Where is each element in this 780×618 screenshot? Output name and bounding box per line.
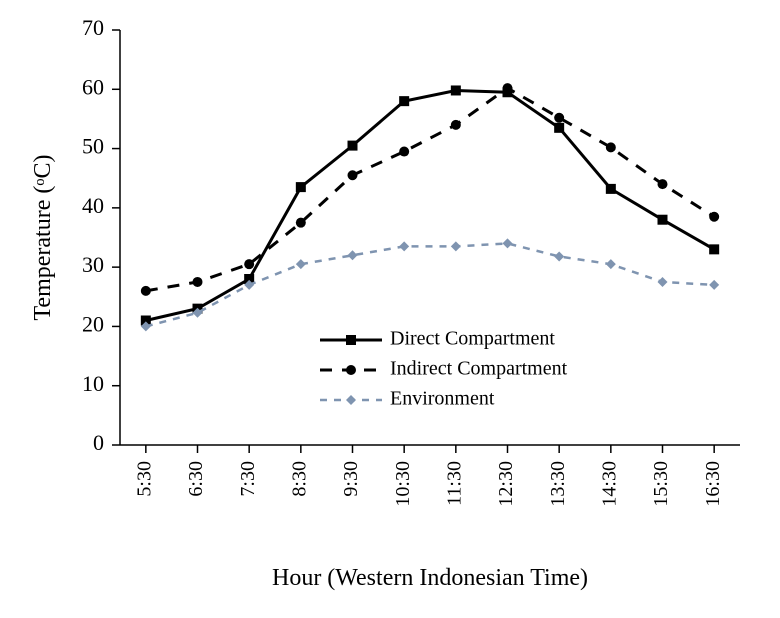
x-tick-label: 14:30: [598, 461, 620, 507]
y-tick-label: 30: [82, 252, 104, 277]
temperature-chart: 0 10 20 30 40 50 60 70 5:30 6:30 7:30 8:30 9:30 10:30…: [0, 0, 780, 618]
series-marker: [554, 113, 564, 123]
x-tick-label: 13:30: [547, 461, 569, 507]
y-tick-label: 0: [93, 430, 104, 455]
series-marker: [296, 182, 306, 192]
series-marker: [348, 141, 358, 151]
legend-label: Indirect Compartment: [390, 358, 568, 380]
series-marker: [709, 244, 719, 254]
series-marker: [658, 215, 668, 225]
series-marker: [244, 259, 254, 269]
series-marker: [296, 218, 306, 228]
series-marker: [451, 120, 461, 130]
y-tick-label: 20: [82, 311, 104, 336]
series-marker: [451, 85, 461, 95]
x-tick-label: 16:30: [702, 461, 724, 507]
series-marker: [399, 147, 409, 157]
y-tick-label: 40: [82, 193, 104, 218]
series-marker: [399, 96, 409, 106]
series-marker: [554, 123, 564, 133]
series-marker: [606, 142, 616, 152]
legend-label: Environment: [390, 388, 495, 410]
x-tick-label: 11:30: [443, 461, 465, 506]
y-tick-label: 10: [82, 371, 104, 396]
x-tick-label: 10:30: [392, 461, 414, 507]
x-axis-title: Hour (Western Indonesian Time): [272, 565, 588, 591]
x-tick-label: 7:30: [237, 461, 259, 497]
legend-marker: [346, 335, 356, 345]
x-tick-label: 12:30: [495, 461, 517, 507]
series-marker: [606, 184, 616, 194]
series-marker: [503, 83, 513, 93]
series-marker: [348, 170, 358, 180]
series-marker: [658, 179, 668, 189]
series-marker: [193, 277, 203, 287]
legend-marker: [346, 365, 356, 375]
x-tick-label: 5:30: [133, 461, 155, 497]
x-tick-label: 8:30: [288, 461, 310, 497]
legend-label: Direct Compartment: [390, 328, 555, 350]
series-marker: [141, 286, 151, 296]
y-tick-label: 70: [82, 15, 104, 40]
x-tick-label: 9:30: [340, 461, 362, 497]
y-axis-title: Temperature (oC): [30, 154, 56, 320]
series-marker: [709, 212, 719, 222]
x-tick-label: 6:30: [185, 461, 207, 497]
chart-container: 0 10 20 30 40 50 60 70 5:30 6:30 7:30 8:30 9:30 10:30…: [0, 0, 780, 618]
x-tick-label: 15:30: [650, 461, 672, 507]
y-tick-label: 60: [82, 74, 104, 99]
y-tick-label: 50: [82, 134, 104, 159]
